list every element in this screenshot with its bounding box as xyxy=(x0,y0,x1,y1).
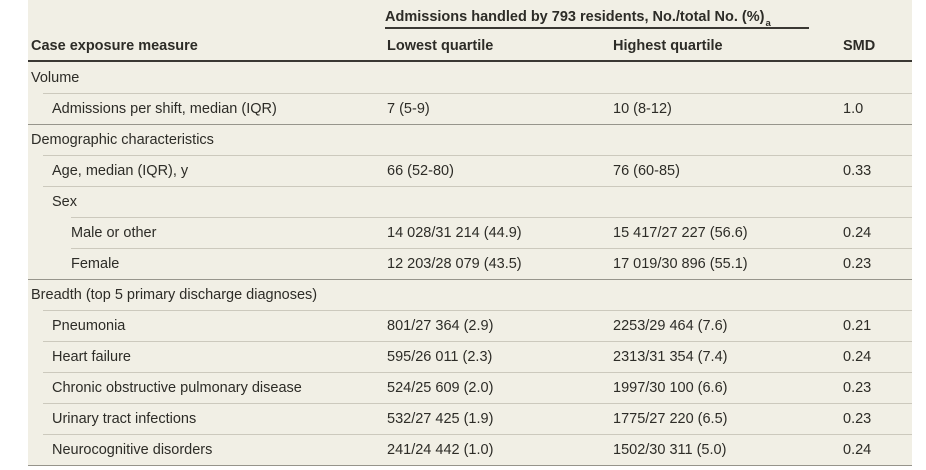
cell-highest: 10 (8-12) xyxy=(613,100,672,117)
cell-lowest: 7 (5-9) xyxy=(387,100,430,117)
row-label: Pneumonia xyxy=(52,317,126,334)
row-label: Chronic obstructive pulmonary disease xyxy=(52,379,302,396)
cell-smd: 0.21 xyxy=(843,317,872,334)
column-header-smd: SMD xyxy=(843,38,876,54)
table-row-admissions-per-shift: Admissions per shift, median (IQR) 7 (5-… xyxy=(28,93,912,124)
table-row-heart-failure: Heart failure 595/26 011 (2.3) 2313/31 3… xyxy=(28,341,912,372)
cell-smd: 0.24 xyxy=(843,224,872,241)
cell-highest: 1997/30 100 (6.6) xyxy=(613,379,728,396)
cell-lowest: 532/27 425 (1.9) xyxy=(387,410,494,427)
case-exposure-table: Admissions handled by 793 residents, No.… xyxy=(28,0,912,466)
table-row-age: Age, median (IQR), y 66 (52-80) 76 (60-8… xyxy=(28,155,912,186)
cell-lowest: 14 028/31 214 (44.9) xyxy=(387,224,522,241)
row-label: Admissions per shift, median (IQR) xyxy=(52,100,277,117)
cell-highest: 17 019/30 896 (55.1) xyxy=(613,255,748,272)
table-row-copd: Chronic obstructive pulmonary disease 52… xyxy=(28,372,912,403)
cell-highest: 2253/29 464 (7.6) xyxy=(613,317,728,334)
cell-lowest: 241/24 442 (1.0) xyxy=(387,441,494,458)
row-label: Sex xyxy=(52,193,77,210)
table-row-neurocognitive-disorders: Neurocognitive disorders 241/24 442 (1.0… xyxy=(28,434,912,465)
cell-smd: 0.23 xyxy=(843,379,872,396)
cell-smd: 0.23 xyxy=(843,410,872,427)
row-label: Neurocognitive disorders xyxy=(52,441,213,458)
table-row-section-volume: Volume xyxy=(28,62,912,93)
table-row-section-demographic: Demographic characteristics xyxy=(28,124,912,155)
cell-smd: 0.24 xyxy=(843,348,872,365)
table-row-female: Female 12 203/28 079 (43.5) 17 019/30 89… xyxy=(28,248,912,279)
row-label: Urinary tract infections xyxy=(52,410,197,427)
cell-highest: 1502/30 311 (5.0) xyxy=(613,441,727,458)
cell-smd: 0.33 xyxy=(843,162,872,179)
cell-smd: 0.23 xyxy=(843,255,872,272)
table-row-section-breadth: Breadth (top 5 primary discharge diagnos… xyxy=(28,279,912,310)
spanner-header-text: Admissions handled by 793 residents, No.… xyxy=(385,8,765,25)
cell-lowest: 595/26 011 (2.3) xyxy=(387,348,493,365)
cell-lowest: 524/25 609 (2.0) xyxy=(387,379,494,396)
column-header-measure: Case exposure measure xyxy=(31,38,198,54)
cell-lowest: 801/27 364 (2.9) xyxy=(387,317,494,334)
table-row-male-or-other: Male or other 14 028/31 214 (44.9) 15 41… xyxy=(28,217,912,248)
column-header-highest-quartile: Highest quartile xyxy=(613,38,723,54)
column-header-row: Case exposure measure Lowest quartile Hi… xyxy=(28,32,912,62)
cell-lowest: 12 203/28 079 (43.5) xyxy=(387,255,522,272)
row-label: Age, median (IQR), y xyxy=(52,162,189,179)
cell-lowest: 66 (52-80) xyxy=(387,162,454,179)
cell-smd: 0.24 xyxy=(843,441,872,458)
row-label: Heart failure xyxy=(52,348,131,365)
cell-highest: 2313/31 354 (7.4) xyxy=(613,348,728,365)
table-row-urinary-tract-infections: Urinary tract infections 532/27 425 (1.9… xyxy=(28,403,912,434)
spanner-header: Admissions handled by 793 residents, No.… xyxy=(385,0,809,29)
cell-highest: 76 (60-85) xyxy=(613,162,680,179)
table-row-sex: Sex xyxy=(28,186,912,217)
cell-highest: 1775/27 220 (6.5) xyxy=(613,410,728,427)
column-header-lowest-quartile: Lowest quartile xyxy=(387,38,494,54)
cell-smd: 1.0 xyxy=(843,100,864,117)
table-row-pneumonia: Pneumonia 801/27 364 (2.9) 2253/29 464 (… xyxy=(28,310,912,341)
row-label: Male or other xyxy=(71,224,157,241)
row-label: Female xyxy=(71,255,120,272)
row-label: Demographic characteristics xyxy=(31,131,214,148)
spanner-header-row: Admissions handled by 793 residents, No.… xyxy=(28,0,912,32)
row-label: Volume xyxy=(31,69,80,86)
row-label: Breadth (top 5 primary discharge diagnos… xyxy=(31,286,318,303)
cell-highest: 15 417/27 227 (56.6) xyxy=(613,224,748,241)
